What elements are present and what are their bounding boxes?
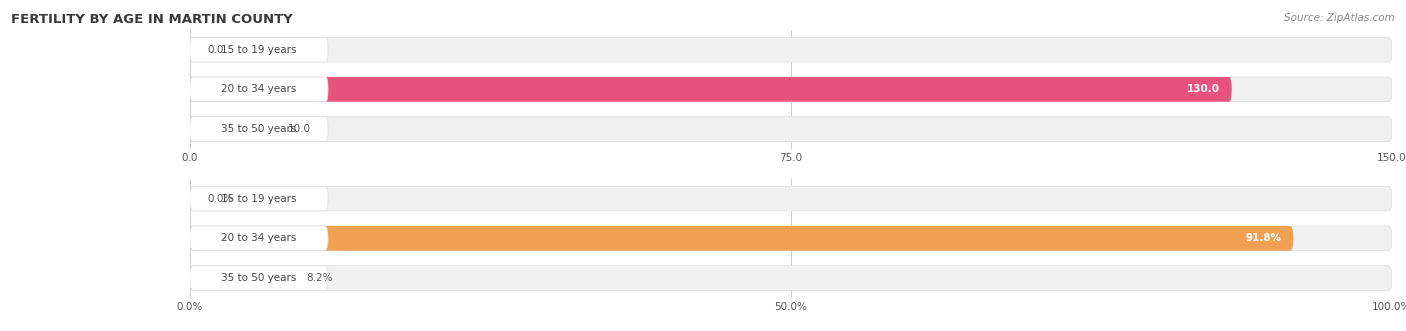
FancyBboxPatch shape [190,226,1294,251]
Text: 8.2%: 8.2% [307,273,333,283]
FancyBboxPatch shape [190,117,1392,141]
Text: 130.0: 130.0 [1187,84,1219,94]
Text: 91.8%: 91.8% [1246,233,1281,243]
FancyBboxPatch shape [190,266,328,290]
Text: 0.0%: 0.0% [208,194,233,204]
Text: 35 to 50 years: 35 to 50 years [221,273,297,283]
Text: 10.0: 10.0 [288,124,311,134]
FancyBboxPatch shape [190,266,288,290]
FancyBboxPatch shape [190,77,1232,102]
FancyBboxPatch shape [190,37,1392,62]
Text: FERTILITY BY AGE IN MARTIN COUNTY: FERTILITY BY AGE IN MARTIN COUNTY [11,13,292,26]
Text: 0.0: 0.0 [208,45,224,55]
FancyBboxPatch shape [190,117,270,141]
FancyBboxPatch shape [190,186,1392,211]
Text: 20 to 34 years: 20 to 34 years [221,233,297,243]
FancyBboxPatch shape [190,117,328,141]
FancyBboxPatch shape [190,77,1392,102]
FancyBboxPatch shape [190,37,328,62]
FancyBboxPatch shape [190,77,328,102]
FancyBboxPatch shape [190,266,1392,290]
Text: 15 to 19 years: 15 to 19 years [221,194,297,204]
Text: 15 to 19 years: 15 to 19 years [221,45,297,55]
Text: Source: ZipAtlas.com: Source: ZipAtlas.com [1284,13,1395,23]
FancyBboxPatch shape [190,226,1392,251]
FancyBboxPatch shape [190,226,328,251]
Text: 20 to 34 years: 20 to 34 years [221,84,297,94]
Text: 35 to 50 years: 35 to 50 years [221,124,297,134]
FancyBboxPatch shape [190,186,328,211]
